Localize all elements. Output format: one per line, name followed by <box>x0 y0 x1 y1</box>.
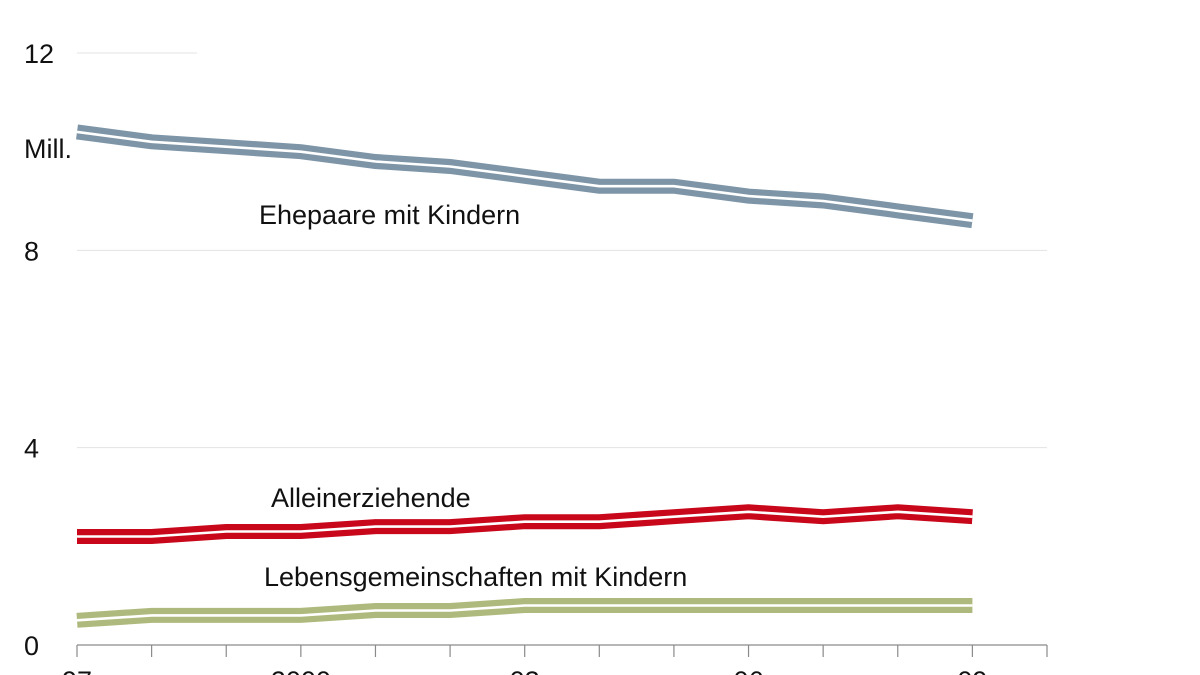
x-tick-label: 03 <box>510 666 540 675</box>
series-line-highlight <box>76 604 973 622</box>
series-line-highlight <box>77 510 973 538</box>
y-tick-label: 12 <box>24 39 54 69</box>
series-line <box>76 598 973 628</box>
x-tick-label: 09 <box>957 666 987 675</box>
y-axis-unit-label: Mill. <box>24 134 72 164</box>
gridlines <box>77 52 1047 449</box>
series-label: Lebensgemeinschaften mit Kindern <box>264 562 687 592</box>
x-tick-label: 97 <box>62 666 92 675</box>
y-tick-label: 8 <box>24 236 39 266</box>
labels: 0 4 8 12 97 2000 03 06 09 Ehepaare mit Kindern All… <box>24 39 987 675</box>
series-line-highlight <box>76 130 973 222</box>
series-label: Ehepaare mit Kindern <box>259 200 520 230</box>
x-tick-label: 2000 <box>271 666 331 675</box>
x-tick-label: 06 <box>734 666 764 675</box>
y-tick-label: 0 <box>24 631 39 661</box>
y-tick-label: 4 <box>24 434 39 464</box>
x-axis <box>76 644 1048 657</box>
series-lines <box>76 124 974 628</box>
series-label: Alleinerziehende <box>271 483 471 513</box>
